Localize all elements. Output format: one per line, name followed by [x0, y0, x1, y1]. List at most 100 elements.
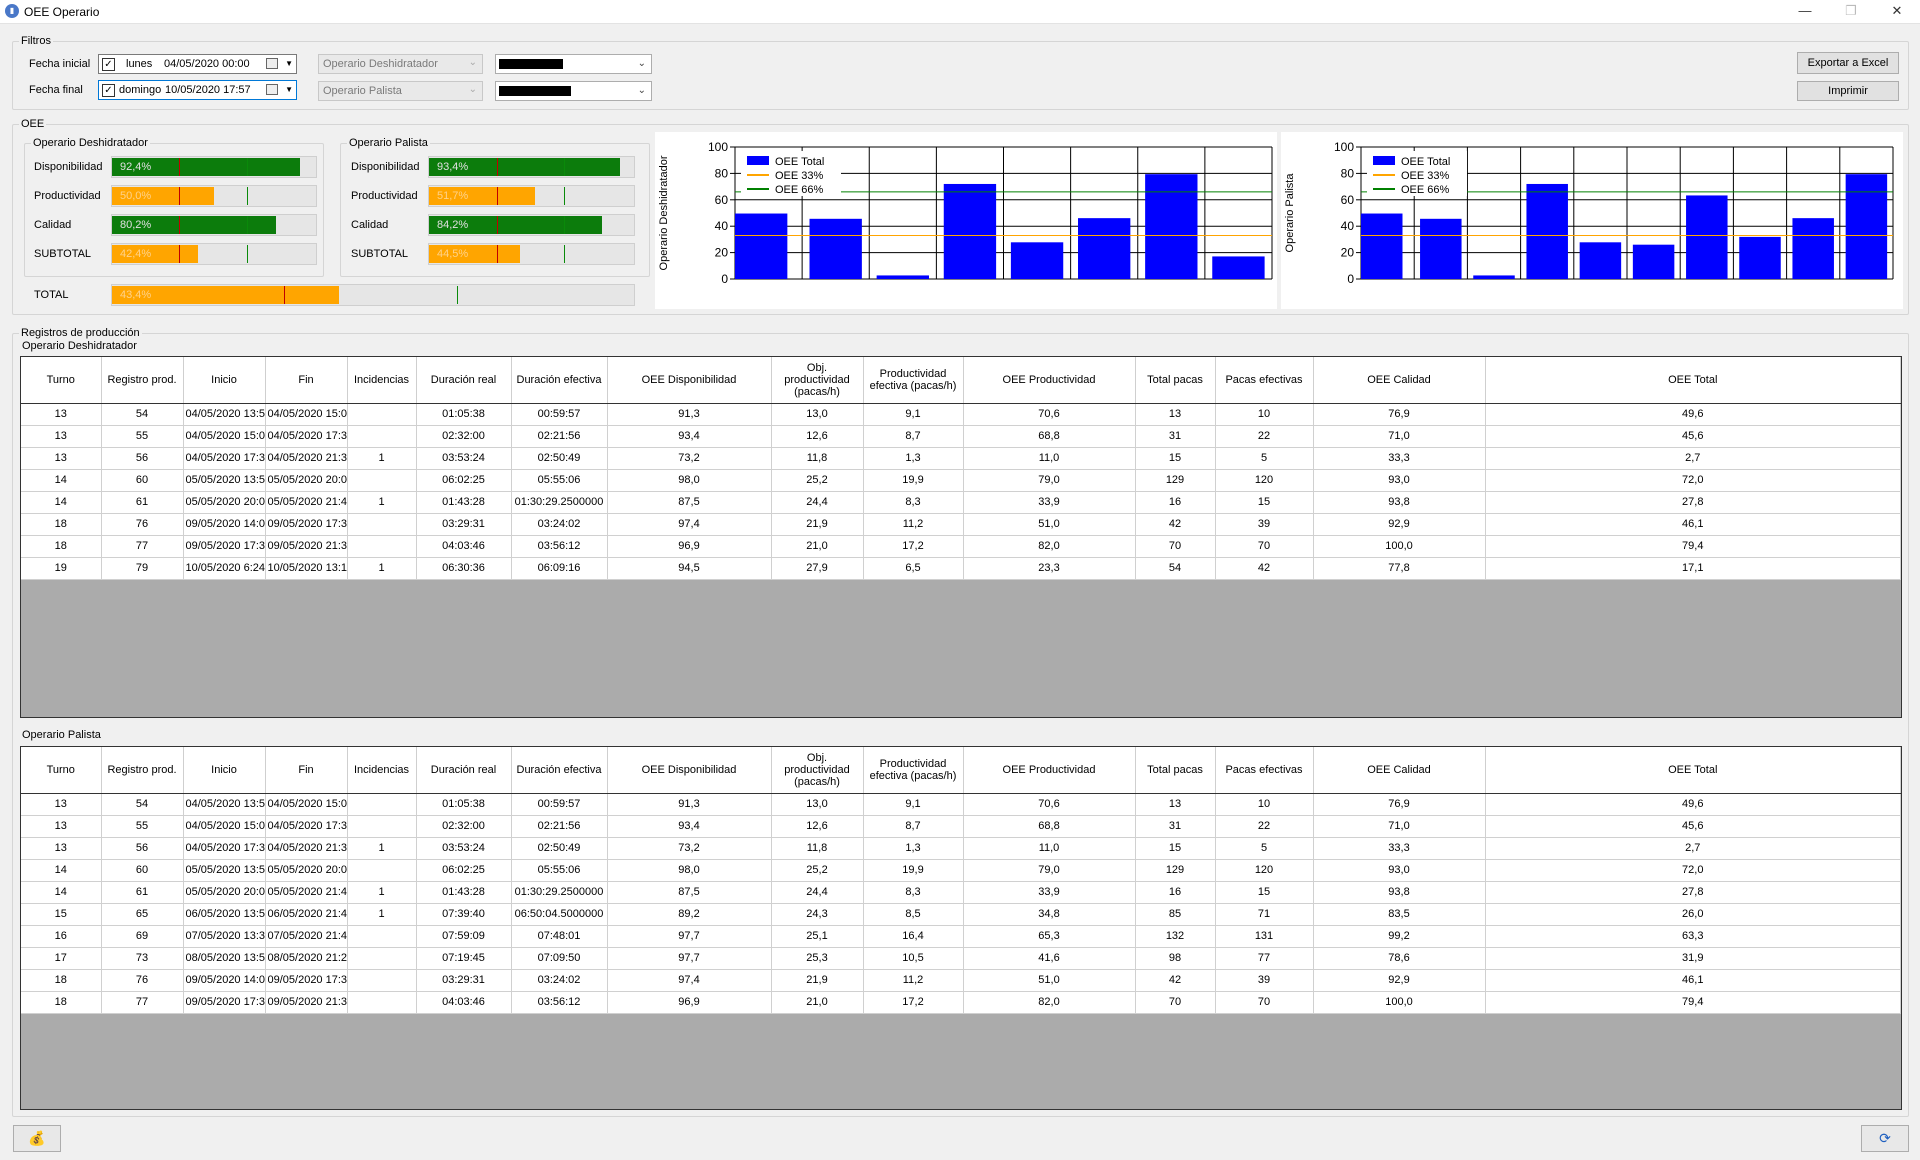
table-cell[interactable]: 10 — [1215, 403, 1314, 426]
table-cell[interactable]: 04/05/2020 17:33 — [265, 425, 348, 448]
table-cell[interactable]: 93,8 — [1313, 881, 1486, 904]
table-cell[interactable]: 07:48:01 — [511, 925, 608, 948]
table-cell[interactable]: 79,4 — [1485, 991, 1901, 1014]
table-cell[interactable]: 60 — [101, 469, 184, 492]
table-cell[interactable]: 98 — [1135, 947, 1216, 970]
table-cell[interactable]: 10 — [1215, 793, 1314, 816]
table-cell[interactable]: 17,2 — [863, 535, 964, 558]
table-cell[interactable]: 93,4 — [607, 815, 772, 838]
table-cell[interactable]: 03:29:31 — [416, 513, 512, 536]
table-cell[interactable]: 79 — [101, 557, 184, 580]
table-cell[interactable]: 77,8 — [1313, 557, 1486, 580]
table-cell[interactable]: 70 — [1215, 535, 1314, 558]
column-header[interactable]: Fin — [265, 747, 348, 794]
calendar-icon[interactable] — [266, 58, 278, 69]
table-cell[interactable]: 03:53:24 — [416, 447, 512, 470]
table-cell[interactable]: 1 — [347, 557, 417, 580]
table-cell[interactable] — [347, 425, 417, 448]
column-header[interactable]: Obj. productividad (pacas/h) — [771, 747, 864, 794]
table-cell[interactable]: 16 — [1135, 881, 1216, 904]
column-header[interactable]: Fin — [265, 357, 348, 404]
table-cell[interactable]: 07:19:45 — [416, 947, 512, 970]
table-cell[interactable]: 13 — [21, 793, 102, 816]
table-cell[interactable]: 77 — [101, 535, 184, 558]
table-cell[interactable]: 42 — [1135, 969, 1216, 992]
table-cell[interactable]: 1,3 — [863, 837, 964, 860]
table-cell[interactable]: 9,1 — [863, 793, 964, 816]
table-cell[interactable]: 18 — [21, 969, 102, 992]
table-cell[interactable]: 49,6 — [1485, 403, 1901, 426]
table-row[interactable]: 13 55 04/05/2020 15:01 04/05/2020 17:33 02:3… — [21, 815, 1901, 838]
table-cell[interactable]: 05/05/2020 21:49 — [265, 491, 348, 514]
table-row[interactable]: 18 76 09/05/2020 14:00 09/05/2020 17:30 03:2… — [21, 513, 1901, 536]
table-cell[interactable]: 24,4 — [771, 881, 864, 904]
table-row[interactable]: 13 54 04/05/2020 13:55 04/05/2020 15:01 01:0… — [21, 793, 1901, 816]
table-cell[interactable]: 04/05/2020 21:31 — [265, 837, 348, 860]
table-cell[interactable]: 70 — [1135, 535, 1216, 558]
table-cell[interactable]: 03:56:12 — [511, 991, 608, 1014]
column-header[interactable]: Total pacas — [1135, 747, 1216, 794]
table-cell[interactable]: 09/05/2020 17:30 — [183, 535, 266, 558]
table-cell[interactable] — [347, 859, 417, 882]
table-cell[interactable]: 22 — [1215, 425, 1314, 448]
table-cell[interactable]: 22 — [1215, 815, 1314, 838]
table-cell[interactable]: 04:03:46 — [416, 535, 512, 558]
table-cell[interactable]: 18 — [21, 535, 102, 558]
table-cell[interactable]: 06/05/2020 13:58 — [183, 903, 266, 926]
table-cell[interactable]: 99,2 — [1313, 925, 1486, 948]
column-header[interactable]: OEE Calidad — [1313, 747, 1486, 794]
print-button[interactable]: Imprimir — [1797, 81, 1899, 101]
column-header[interactable]: OEE Calidad — [1313, 357, 1486, 404]
table-cell[interactable]: 17,2 — [863, 991, 964, 1014]
table-cell[interactable]: 72,0 — [1485, 859, 1901, 882]
fecha-inicial-picker[interactable]: ✓ lunes 04/05/2020 00:00 ▼ — [98, 54, 297, 74]
table-cell[interactable]: 07:59:09 — [416, 925, 512, 948]
table-cell[interactable]: 25,3 — [771, 947, 864, 970]
table-cell[interactable]: 45,6 — [1485, 425, 1901, 448]
table-cell[interactable]: 09/05/2020 21:38 — [265, 991, 348, 1014]
table-cell[interactable]: 76,9 — [1313, 403, 1486, 426]
table-cell[interactable]: 56 — [101, 837, 184, 860]
fecha-final-picker[interactable]: ✓ domingo 10/05/2020 17:57 ▼ — [98, 80, 297, 100]
table-cell[interactable]: 71,0 — [1313, 815, 1486, 838]
column-header[interactable]: Registro prod. — [101, 357, 184, 404]
table-cell[interactable]: 05/05/2020 20:00 — [183, 491, 266, 514]
table-cell[interactable]: 13 — [21, 447, 102, 470]
table-cell[interactable]: 76,9 — [1313, 793, 1486, 816]
table-cell[interactable]: 03:24:02 — [511, 969, 608, 992]
table-cell[interactable]: 02:21:56 — [511, 815, 608, 838]
table-cell[interactable]: 09/05/2020 14:00 — [183, 969, 266, 992]
table-cell[interactable]: 34,8 — [963, 903, 1136, 926]
table-cell[interactable]: 132 — [1135, 925, 1216, 948]
table-row[interactable]: 13 56 04/05/2020 17:33 04/05/2020 21:31 1 03:… — [21, 447, 1901, 470]
table-cell[interactable]: 23,3 — [963, 557, 1136, 580]
table-cell[interactable]: 55 — [101, 425, 184, 448]
table-cell[interactable]: 56 — [101, 447, 184, 470]
table-cell[interactable] — [347, 947, 417, 970]
table-cell[interactable]: 96,9 — [607, 991, 772, 1014]
table-cell[interactable]: 45,6 — [1485, 815, 1901, 838]
table-cell[interactable]: 10/05/2020 6:24 — [183, 557, 266, 580]
export-excel-button[interactable]: Exportar a Excel — [1797, 52, 1899, 74]
chevron-down-icon[interactable]: ▼ — [285, 85, 293, 94]
table-cell[interactable]: 77 — [101, 991, 184, 1014]
column-header[interactable]: Inicio — [183, 357, 266, 404]
table-cell[interactable]: 04/05/2020 17:33 — [183, 837, 266, 860]
table-cell[interactable]: 79,0 — [963, 859, 1136, 882]
table-cell[interactable]: 97,7 — [607, 925, 772, 948]
table-cell[interactable]: 8,3 — [863, 491, 964, 514]
table-cell[interactable]: 14 — [21, 859, 102, 882]
table-cell[interactable]: 04/05/2020 21:31 — [265, 447, 348, 470]
coins-icon[interactable]: 💰 — [13, 1125, 61, 1152]
table-cell[interactable] — [347, 925, 417, 948]
table-cell[interactable]: 82,0 — [963, 535, 1136, 558]
table-cell[interactable]: 1 — [347, 903, 417, 926]
table-cell[interactable] — [347, 793, 417, 816]
table-cell[interactable]: 11,0 — [963, 837, 1136, 860]
table-cell[interactable]: 00:59:57 — [511, 793, 608, 816]
table-cell[interactable]: 54 — [101, 793, 184, 816]
table-row[interactable]: 14 61 05/05/2020 20:00 05/05/2020 21:49 1 01:… — [21, 881, 1901, 904]
table-row[interactable]: 13 56 04/05/2020 17:33 04/05/2020 21:31 1 03:… — [21, 837, 1901, 860]
table-cell[interactable]: 70 — [1215, 991, 1314, 1014]
table-cell[interactable]: 15 — [1215, 881, 1314, 904]
